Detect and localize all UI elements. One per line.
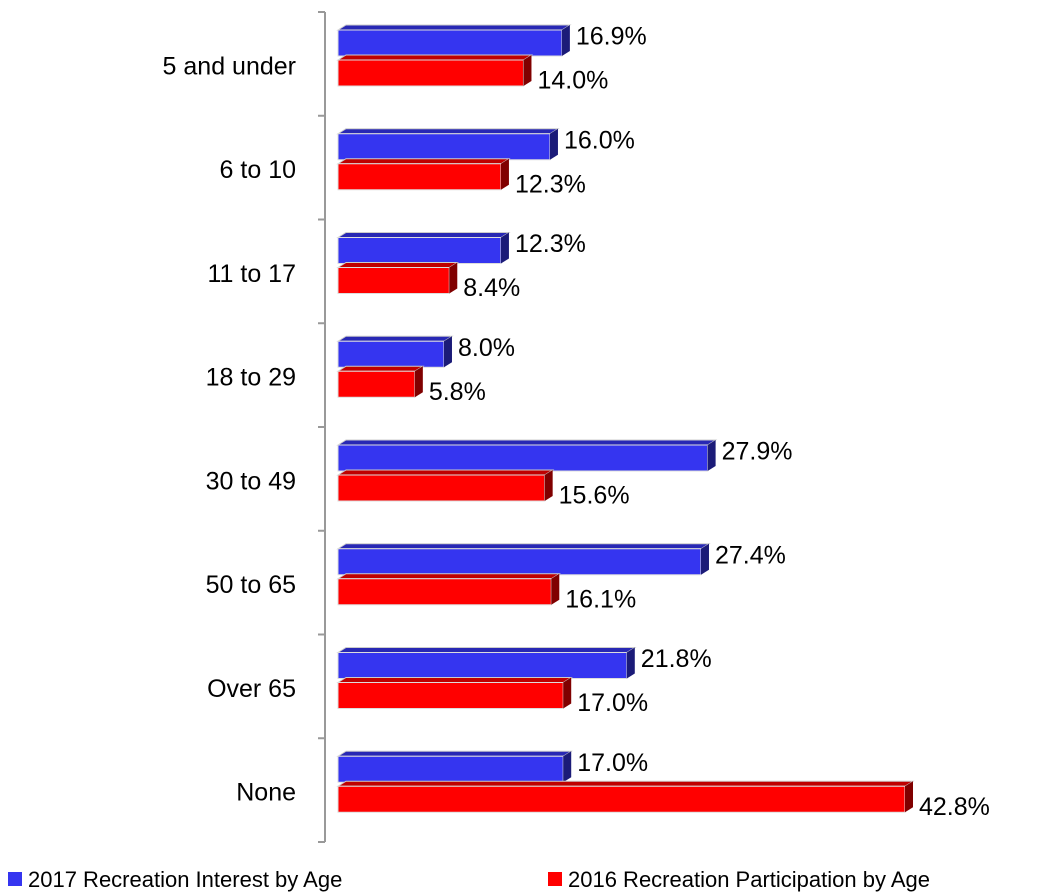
data-label: 16.1%: [565, 585, 636, 613]
bar-side: [563, 677, 572, 709]
bar-side: [563, 751, 572, 783]
data-label: 17.0%: [577, 689, 648, 717]
bar: [336, 647, 637, 679]
data-label: 5.8%: [429, 378, 486, 406]
data-label: 8.4%: [463, 274, 520, 302]
bar: [336, 335, 454, 368]
bar-side: [544, 470, 553, 501]
bar-face: [337, 340, 445, 368]
bar: [336, 469, 555, 502]
data-label: 27.4%: [715, 541, 786, 569]
bar-face: [337, 267, 450, 294]
bar: [336, 573, 562, 606]
bar-side: [500, 158, 509, 190]
bar-top: [336, 24, 572, 31]
bar-side: [561, 25, 570, 56]
data-label: 12.3%: [515, 170, 586, 198]
bar: [336, 750, 573, 783]
bar-top: [336, 365, 425, 372]
data-label: 42.8%: [919, 793, 990, 821]
bar-side: [549, 128, 558, 160]
bar-face: [337, 652, 628, 679]
bar: [336, 780, 915, 813]
data-label: 27.9%: [722, 438, 793, 466]
bar: [336, 677, 573, 709]
legend-swatch: [8, 872, 22, 886]
bar-top: [336, 647, 637, 653]
bar: [336, 24, 572, 57]
data-label: 12.3%: [515, 230, 586, 258]
category-label: 5 and under: [163, 52, 296, 80]
bar-side: [523, 55, 532, 86]
bar-face: [337, 755, 564, 783]
category-label: Over 65: [207, 675, 296, 703]
bar-side: [626, 647, 635, 679]
bar-top: [336, 232, 511, 238]
bar-top: [336, 573, 562, 580]
bar-top: [336, 128, 560, 135]
bar: [336, 543, 711, 576]
bar-face: [337, 682, 564, 709]
category-label: None: [236, 779, 296, 807]
bar-face: [337, 29, 563, 57]
bar-face: [337, 163, 502, 191]
bar-face: [337, 444, 709, 472]
bar-top: [336, 677, 573, 683]
category-label: 6 to 10: [220, 156, 296, 184]
data-label: 17.0%: [577, 749, 648, 777]
bar-top: [336, 469, 555, 476]
bar-side: [500, 232, 509, 264]
data-label: 21.8%: [641, 645, 712, 673]
bar-face: [337, 370, 416, 398]
bar: [336, 439, 718, 472]
category-label: 18 to 29: [206, 364, 296, 392]
bar-top: [336, 54, 534, 61]
bar-side: [449, 262, 458, 294]
bar-top: [336, 780, 915, 787]
category-label: 30 to 49: [206, 467, 296, 495]
bar-side: [707, 440, 716, 471]
bar: [336, 158, 511, 191]
legend-swatch: [548, 872, 562, 886]
bar: [336, 262, 460, 294]
bar-top: [336, 262, 460, 268]
legend-label: 2016 Recreation Participation by Age: [568, 867, 930, 892]
data-label: 15.6%: [559, 482, 630, 510]
bar-face: [337, 474, 546, 502]
bar-top: [336, 750, 573, 757]
bar-top: [336, 543, 711, 550]
bar-face: [337, 237, 502, 264]
bar-side: [414, 366, 423, 398]
data-label: 14.0%: [537, 67, 608, 95]
bar-face: [337, 59, 524, 87]
bar-side: [551, 573, 560, 605]
bar: [336, 232, 511, 264]
data-label: 8.0%: [458, 334, 515, 362]
bar: [336, 128, 560, 161]
bar-side: [905, 781, 913, 813]
category-label: 11 to 17: [207, 260, 296, 288]
bar-top: [336, 158, 511, 165]
category-label: 50 to 65: [206, 571, 296, 599]
bar: [336, 365, 425, 398]
bar-top: [336, 335, 454, 342]
data-label: 16.9%: [576, 23, 647, 51]
bar: [336, 54, 534, 87]
legend-label: 2017 Recreation Interest by Age: [28, 867, 342, 892]
bar-face: [337, 133, 551, 161]
bar-side: [700, 543, 709, 575]
bar-top: [336, 439, 718, 446]
bar-face: [337, 785, 906, 813]
bar-side: [443, 336, 452, 368]
data-label: 16.0%: [564, 126, 635, 154]
bar-face: [337, 548, 702, 576]
bar-face: [337, 578, 552, 606]
